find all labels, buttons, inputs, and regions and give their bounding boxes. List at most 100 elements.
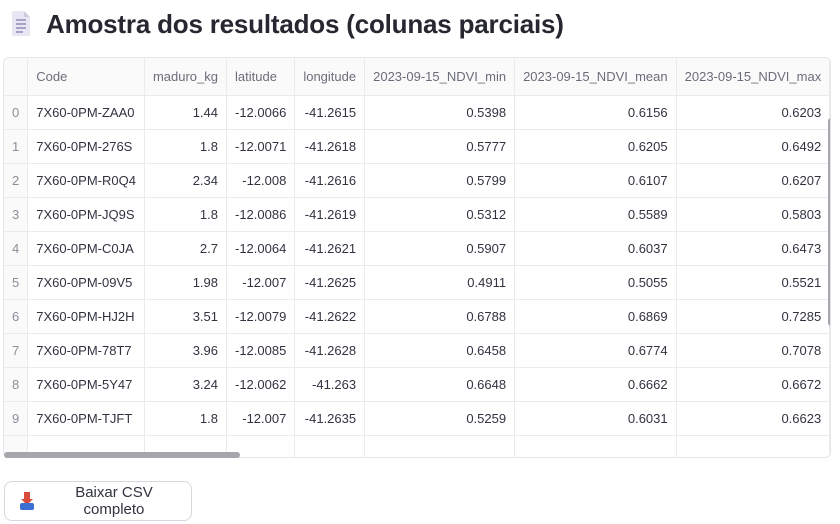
table-row: 7 7X60-0PM-78T7 3.96 -12.0085 -41.2628 0.6458… [4, 333, 830, 368]
table-cell[interactable]: 3.24 [144, 367, 228, 402]
table-cell[interactable]: 7X60-0PM-TJFT [27, 401, 145, 436]
table-cell[interactable]: -41.2615 [294, 95, 366, 130]
table-cell[interactable]: -12.0086 [226, 197, 296, 232]
table-row: 6 7X60-0PM-HJ2H 3.51 -12.0079 -41.2622 0.6788… [4, 299, 830, 334]
table-cell[interactable]: 1.98 [144, 265, 228, 300]
table-cell [4, 435, 29, 457]
table-cell[interactable]: 0.6788 [364, 299, 516, 334]
column-header[interactable]: 2023-09-15_NDVI_min [364, 58, 516, 96]
table-cell[interactable]: -12.007 [226, 265, 296, 300]
table-row: 4 7X60-0PM-C0JA 2.7 -12.0064 -41.2621 0.5907 0… [4, 231, 830, 266]
table-cell[interactable]: 0.5055 [514, 265, 677, 300]
table-cell[interactable]: -41.2616 [294, 163, 366, 198]
table-cell[interactable]: -41.2618 [294, 129, 366, 164]
table-cell[interactable]: 7X60-0PM-09V5 [27, 265, 145, 300]
column-header[interactable]: 2023-09-15_NDVI_max [676, 58, 830, 96]
results-dataframe[interactable]: Code maduro_kg latitude longitude 2023-09-15… [3, 57, 831, 458]
column-header[interactable]: maduro_kg [144, 58, 228, 96]
table-cell[interactable]: 0.6648 [364, 367, 516, 402]
table-row: 5 7X60-0PM-09V5 1.98 -12.007 -41.2625 0.4911 0… [4, 265, 830, 300]
table-cell[interactable]: 0.5589 [514, 197, 677, 232]
row-index[interactable]: 5 [4, 265, 29, 300]
row-index[interactable]: 8 [4, 367, 29, 402]
row-index[interactable]: 1 [4, 129, 29, 164]
table-cell[interactable]: -41.2628 [294, 333, 366, 368]
table-cell[interactable]: 0.5803 [676, 197, 830, 232]
row-index[interactable]: 3 [4, 197, 29, 232]
table-cell[interactable]: 2.7 [144, 231, 228, 266]
download-csv-label: Baixar CSV completo [75, 484, 153, 518]
table-cell[interactable]: 0.6869 [514, 299, 677, 334]
download-csv-button[interactable]: Baixar CSV completo [4, 481, 192, 521]
table-cell[interactable]: 7X60-0PM-5Y47 [27, 367, 145, 402]
table-cell[interactable]: 0.6774 [514, 333, 677, 368]
table-cell[interactable]: 0.6473 [676, 231, 830, 266]
row-index[interactable]: 9 [4, 401, 29, 436]
table-cell[interactable]: -12.0066 [226, 95, 296, 130]
table-cell[interactable]: 0.6492 [676, 129, 830, 164]
table-cell[interactable]: 0.6458 [364, 333, 516, 368]
table-cell[interactable]: 0.5259 [364, 401, 516, 436]
table-cell[interactable]: 1.8 [144, 197, 228, 232]
table-cell[interactable]: -12.0064 [226, 231, 296, 266]
table-cell[interactable]: 7X60-0PM-ZAA0 [27, 95, 145, 130]
row-index[interactable]: 4 [4, 231, 29, 266]
vertical-scrollbar[interactable] [828, 118, 830, 326]
table-cell[interactable]: 0.6205 [514, 129, 677, 164]
table-cell[interactable]: 0.5799 [364, 163, 516, 198]
table-cell[interactable]: -41.263 [294, 367, 366, 402]
table-cell[interactable]: -41.2622 [294, 299, 366, 334]
table-cell[interactable]: 0.6037 [514, 231, 677, 266]
table-cell[interactable]: 7X60-0PM-276S [27, 129, 145, 164]
table-cell[interactable]: 7X60-0PM-JQ9S [27, 197, 145, 232]
table-cell[interactable]: -12.0079 [226, 299, 296, 334]
table-cell[interactable]: 0.5777 [364, 129, 516, 164]
table-cell[interactable]: 0.5312 [364, 197, 516, 232]
table-cell[interactable]: 7X60-0PM-78T7 [27, 333, 145, 368]
table-cell [144, 435, 228, 457]
table-cell[interactable]: -12.008 [226, 163, 296, 198]
row-index[interactable]: 7 [4, 333, 29, 368]
table-cell[interactable]: 0.4911 [364, 265, 516, 300]
table-cell[interactable]: -12.0085 [226, 333, 296, 368]
table-cell[interactable]: 3.96 [144, 333, 228, 368]
table-cell[interactable]: 3.51 [144, 299, 228, 334]
horizontal-scrollbar[interactable] [4, 452, 240, 458]
table-cell [514, 435, 677, 457]
table-cell[interactable]: 0.6207 [676, 163, 830, 198]
table-cell[interactable]: 0.5398 [364, 95, 516, 130]
column-header[interactable]: latitude [226, 58, 296, 96]
table-cell[interactable]: 0.6203 [676, 95, 830, 130]
table-cell[interactable]: 7X60-0PM-C0JA [27, 231, 145, 266]
table-cell[interactable]: 0.6672 [676, 367, 830, 402]
table-cell[interactable]: -12.0071 [226, 129, 296, 164]
table-cell[interactable]: 2.34 [144, 163, 228, 198]
table-cell[interactable]: 0.6107 [514, 163, 677, 198]
table-cell[interactable]: -41.2635 [294, 401, 366, 436]
table-cell[interactable]: -41.2621 [294, 231, 366, 266]
table-cell[interactable]: 0.7078 [676, 333, 830, 368]
table-cell[interactable]: 0.5907 [364, 231, 516, 266]
table-cell[interactable]: 0.6623 [676, 401, 830, 436]
table-cell[interactable]: 0.6156 [514, 95, 677, 130]
table-cell[interactable]: 0.5521 [676, 265, 830, 300]
table-cell[interactable]: -41.2625 [294, 265, 366, 300]
row-index[interactable]: 2 [4, 163, 29, 198]
table-cell[interactable]: 1.8 [144, 129, 228, 164]
table-cell[interactable]: 0.6031 [514, 401, 677, 436]
table-cell[interactable]: -12.007 [226, 401, 296, 436]
table-cell[interactable]: 7X60-0PM-HJ2H [27, 299, 145, 334]
table-cell[interactable]: 7X60-0PM-R0Q4 [27, 163, 145, 198]
table-cell[interactable]: 1.8 [144, 401, 228, 436]
row-index[interactable]: 6 [4, 299, 29, 334]
table-cell[interactable]: -12.0062 [226, 367, 296, 402]
column-header[interactable]: Code [27, 58, 145, 96]
column-header[interactable]: 2023-09-15_NDVI_mean [514, 58, 677, 96]
index-column-header[interactable] [4, 58, 29, 96]
table-cell[interactable]: 0.7285 [676, 299, 830, 334]
row-index[interactable]: 0 [4, 95, 29, 130]
table-cell[interactable]: -41.2619 [294, 197, 366, 232]
column-header[interactable]: longitude [294, 58, 366, 96]
table-cell[interactable]: 1.44 [144, 95, 228, 130]
table-cell[interactable]: 0.6662 [514, 367, 677, 402]
